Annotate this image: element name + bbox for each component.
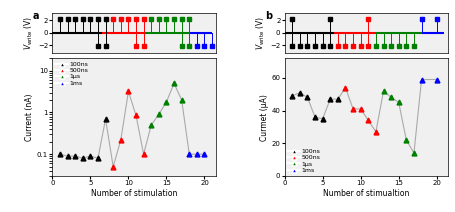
100ns <box>72 155 78 157</box>
Line: 500ns: 500ns <box>111 89 146 169</box>
Legend: 100ns, 500ns, 1μs, 1ms: 100ns, 500ns, 1μs, 1ms <box>54 60 89 87</box>
1μs <box>179 99 184 101</box>
100ns <box>289 95 295 97</box>
1μs <box>381 90 386 92</box>
100ns <box>312 116 318 118</box>
100ns <box>305 96 310 99</box>
1ms <box>194 153 200 155</box>
500ns <box>358 108 364 110</box>
100ns <box>297 91 303 94</box>
Text: a: a <box>33 11 39 21</box>
1ms <box>187 153 192 155</box>
1ms <box>419 78 424 81</box>
Line: 1ms: 1ms <box>187 152 207 157</box>
Y-axis label: Current (nA): Current (nA) <box>25 93 34 141</box>
100ns <box>65 155 70 157</box>
1μs <box>156 113 162 116</box>
1ms <box>202 153 207 155</box>
1μs <box>411 152 417 154</box>
500ns <box>343 86 348 89</box>
Line: 1ms: 1ms <box>419 77 439 82</box>
100ns <box>88 155 93 157</box>
100ns <box>95 157 101 159</box>
Text: b: b <box>265 11 272 21</box>
Y-axis label: $V_\mathregular{write}$ (V): $V_\mathregular{write}$ (V) <box>23 16 35 50</box>
X-axis label: Number of stimulation: Number of stimulation <box>91 189 177 198</box>
500ns <box>126 90 131 93</box>
500ns <box>350 108 356 110</box>
1μs <box>172 82 177 85</box>
Y-axis label: $V_\mathregular{write}$ (V): $V_\mathregular{write}$ (V) <box>255 16 268 50</box>
1μs <box>164 100 169 103</box>
500ns <box>373 131 379 133</box>
Line: 100ns: 100ns <box>290 90 340 121</box>
100ns <box>80 157 86 159</box>
100ns <box>57 153 63 155</box>
X-axis label: Number of stimualtion: Number of stimualtion <box>323 189 410 198</box>
1μs <box>404 139 409 141</box>
500ns <box>133 114 139 117</box>
1μs <box>389 96 394 99</box>
100ns <box>103 118 108 120</box>
Line: 100ns: 100ns <box>57 117 108 161</box>
500ns <box>141 153 147 155</box>
1ms <box>434 78 440 81</box>
Legend: 100ns, 500ns, 1μs, 1ms: 100ns, 500ns, 1μs, 1ms <box>287 147 322 174</box>
100ns <box>320 117 325 120</box>
500ns <box>111 165 116 168</box>
500ns <box>118 139 123 141</box>
Y-axis label: Curmet (μA): Curmet (μA) <box>260 94 268 141</box>
1μs <box>396 101 401 104</box>
Line: 500ns: 500ns <box>343 85 378 134</box>
500ns <box>365 119 371 122</box>
100ns <box>335 98 341 100</box>
Line: 1μs: 1μs <box>381 89 416 156</box>
1μs <box>148 124 154 126</box>
Line: 1μs: 1μs <box>149 81 184 127</box>
100ns <box>328 98 333 100</box>
